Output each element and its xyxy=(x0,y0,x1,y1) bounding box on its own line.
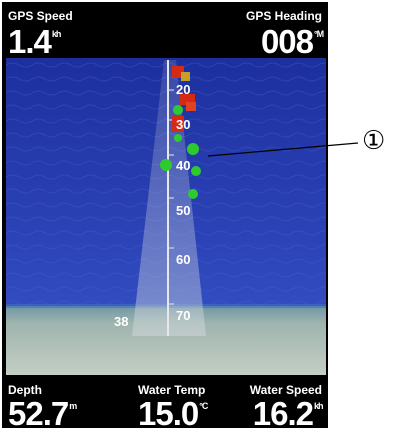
depth-value-row: 52.7m xyxy=(8,397,77,430)
fish-target-red xyxy=(181,72,190,81)
depth-ticks xyxy=(168,89,174,305)
water-temp-label: Water Temp xyxy=(138,383,206,397)
gps-speed-label: GPS Speed xyxy=(8,9,73,23)
gps-speed-value: 1.4 xyxy=(8,23,52,60)
fish-target-red xyxy=(180,94,195,105)
depth-label-20: 20 xyxy=(176,82,190,97)
bottom-data-bar: Depth 52.7m Water Temp 15.0°C Water Spee… xyxy=(2,377,328,432)
gps-heading-field[interactable]: GPS Heading 008°M xyxy=(245,9,324,60)
depth-label-60: 60 xyxy=(176,252,190,267)
gps-speed-unit: kh xyxy=(51,29,62,39)
gps-heading-value-row: 008°M xyxy=(246,23,324,60)
callout-marker-1: ① xyxy=(362,126,386,156)
depth-field[interactable]: Depth 52.7m xyxy=(8,383,77,430)
fish-target-red xyxy=(186,102,196,111)
fish-target-green xyxy=(174,134,182,142)
water-speed-field[interactable]: Water Speed 16.2kh xyxy=(249,383,324,432)
gps-speed-field[interactable]: GPS Speed 1.4kh xyxy=(8,9,73,58)
depth-label-70: 70 xyxy=(176,308,190,323)
depth-label-40: 40 xyxy=(176,158,190,173)
depth-label-30: 30 xyxy=(176,117,190,132)
fish-target-green xyxy=(191,166,201,176)
water-speed-value-row: 16.2kh xyxy=(250,395,324,432)
gps-heading-label: GPS Heading xyxy=(245,9,322,23)
bottom-depth-label: 38 xyxy=(114,314,128,329)
depth-label-50: 50 xyxy=(176,203,190,218)
sonar-3d-view[interactable]: 20 30 40 50 60 70 38 xyxy=(6,58,326,375)
top-data-bar: GPS Speed 1.4kh GPS Heading 008°M xyxy=(2,2,328,60)
water-temp-value: 15.0 xyxy=(138,395,199,432)
sonar-display: GPS Speed 1.4kh GPS Heading 008°M xyxy=(2,2,328,432)
sonar-canvas: 20 30 40 50 60 70 38 xyxy=(6,58,326,375)
gps-heading-unit: °M xyxy=(314,29,324,39)
water-speed-value: 16.2 xyxy=(252,395,314,432)
fish-target-red xyxy=(172,116,184,132)
gps-speed-value-row: 1.4kh xyxy=(8,25,73,58)
water-temp-value-row: 15.0°C xyxy=(138,395,208,432)
water-temp-unit: °C xyxy=(199,401,208,411)
gps-heading-value: 008 xyxy=(260,23,314,60)
depth-labels: 20 30 40 50 60 70 xyxy=(176,82,190,323)
fish-targets xyxy=(160,66,201,199)
fish-target-green xyxy=(187,143,199,155)
water-temp-field[interactable]: Water Temp 15.0°C xyxy=(138,383,208,432)
water-speed-unit: kh xyxy=(314,401,324,411)
fish-target-green xyxy=(160,159,172,171)
fish-target-green xyxy=(173,105,183,115)
fish-target-green xyxy=(188,189,198,199)
depth-label: Depth xyxy=(8,383,42,397)
water-speed-label: Water Speed xyxy=(249,383,322,397)
depth-unit: m xyxy=(69,401,77,411)
depth-value: 52.7 xyxy=(8,395,69,432)
